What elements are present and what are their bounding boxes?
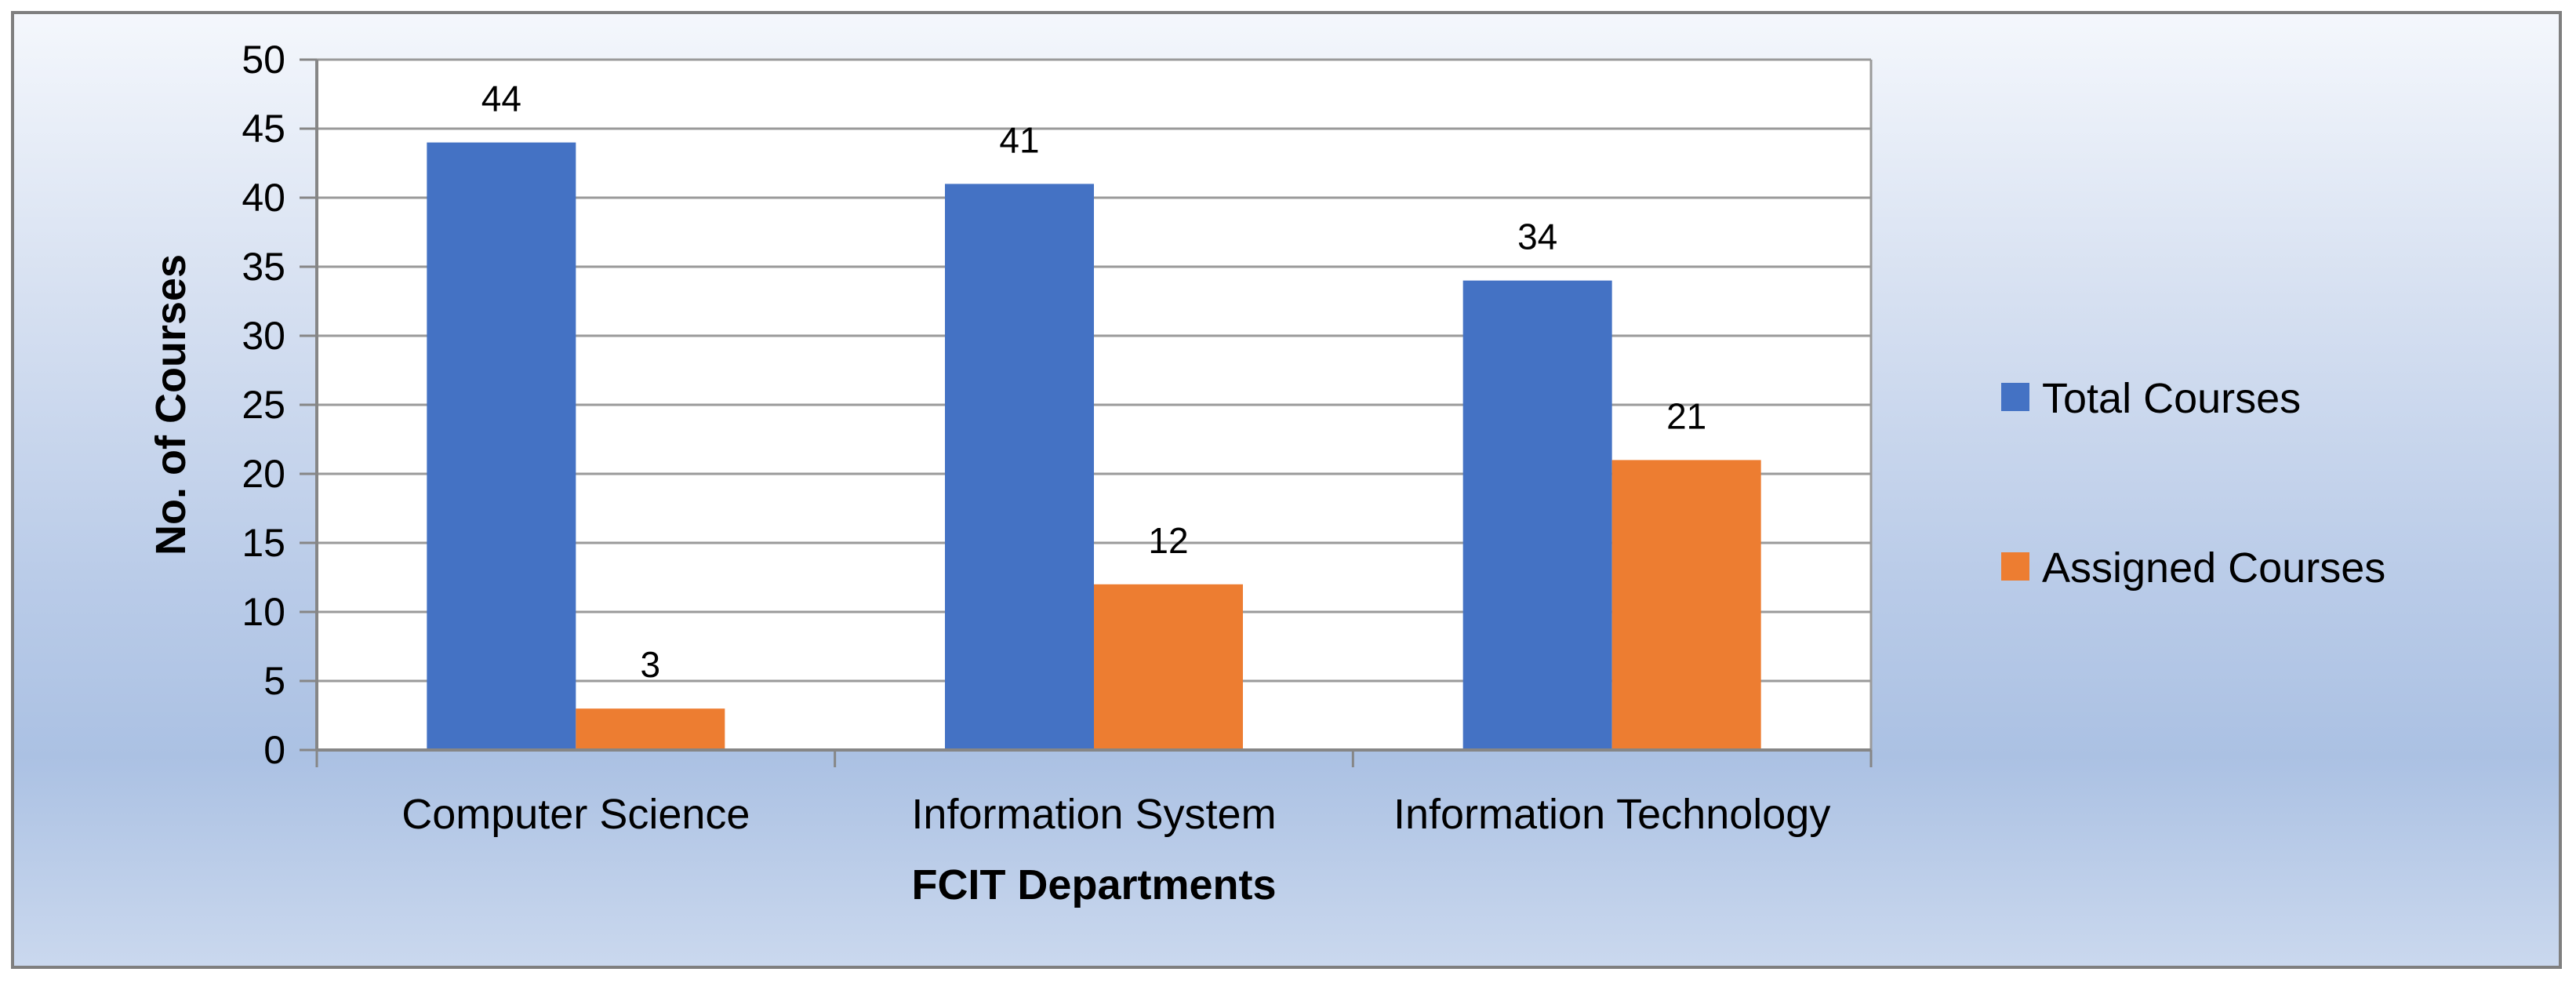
legend-swatch-total-courses [2001, 383, 2029, 411]
x-tick-label-computer-science: Computer Science [401, 791, 750, 838]
bar-total-courses-information-system [945, 184, 1094, 750]
legend-label-total-courses: Total Courses [2042, 375, 2301, 422]
y-tick-label-5: 5 [263, 659, 285, 703]
y-tick-label-35: 35 [242, 245, 285, 289]
bar-total-courses-information-technology [1462, 280, 1612, 751]
y-tick-label-15: 15 [242, 521, 285, 565]
legend-label-assigned-courses: Assigned Courses [2042, 544, 2385, 592]
data-label-total-courses-information-technology: 34 [1517, 217, 1557, 257]
y-tick-label-40: 40 [242, 176, 285, 220]
data-label-total-courses-information-system: 41 [999, 119, 1039, 160]
bar-total-courses-computer-science [427, 142, 576, 751]
y-tick-label-25: 25 [242, 383, 285, 427]
legend: Total Courses Assigned Courses [2001, 375, 2385, 592]
y-tick-label-30: 30 [242, 314, 285, 358]
axes [300, 58, 1873, 767]
bar-assigned-courses-information-technology [1611, 460, 1761, 750]
data-label-assigned-courses-information-system: 12 [1148, 520, 1188, 561]
data-label-assigned-courses-computer-science: 3 [641, 644, 661, 685]
legend-swatch-assigned-courses [2001, 552, 2029, 581]
y-tick-label-20: 20 [242, 452, 285, 496]
y-tick-label-50: 50 [242, 38, 285, 82]
labels: 0 5 10 15 20 25 30 35 40 45 50 44 3 Computer Science 4… [242, 38, 1830, 838]
bar-chart: 0 5 10 15 20 25 30 35 40 45 50 44 3 Computer Science 4… [147, 38, 2385, 908]
bar-assigned-courses-computer-science [576, 708, 725, 750]
bars [427, 142, 1761, 751]
bar-assigned-courses-information-system [1094, 584, 1243, 750]
x-tick-label-information-system: Information System [911, 791, 1276, 838]
data-label-assigned-courses-information-technology: 21 [1666, 395, 1706, 436]
y-axis-title: No. of Courses [147, 254, 194, 555]
y-tick-label-0: 0 [263, 728, 285, 772]
y-tick-label-10: 10 [242, 590, 285, 634]
data-label-total-courses-computer-science: 44 [481, 78, 521, 119]
chart-frame: 0 5 10 15 20 25 30 35 40 45 50 44 3 Computer Science 4… [11, 11, 2562, 969]
x-axis-title: FCIT Departments [911, 861, 1276, 908]
y-tick-label-45: 45 [242, 107, 285, 151]
x-tick-label-information-technology: Information Technology [1393, 791, 1830, 838]
